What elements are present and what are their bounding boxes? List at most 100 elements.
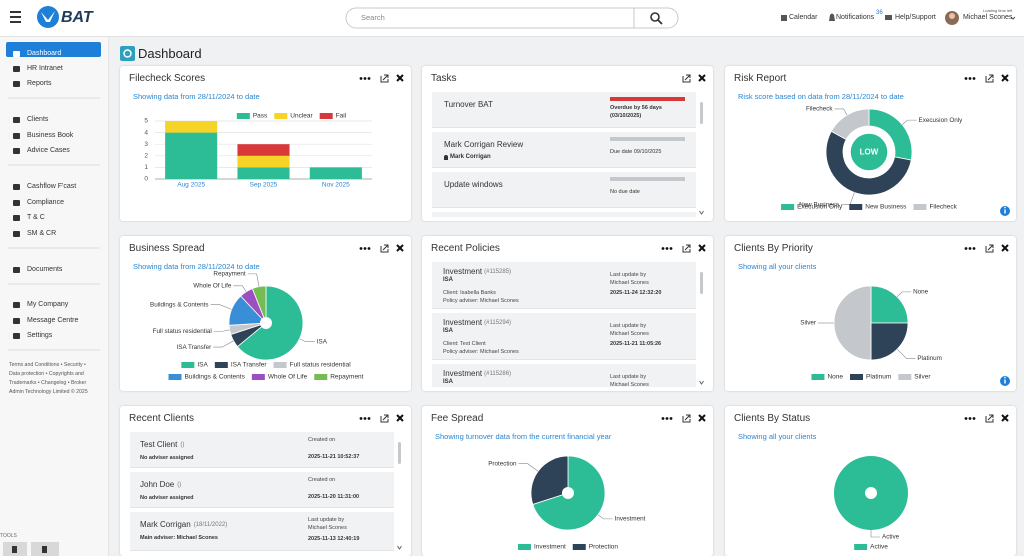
open-icon[interactable] xyxy=(985,74,994,83)
more-icon[interactable] xyxy=(964,417,968,420)
menu-item[interactable]: My Company xyxy=(27,301,69,308)
task-item[interactable]: CLIENT REVIEW xyxy=(432,212,696,217)
close-icon[interactable] xyxy=(396,414,404,422)
pie-slice xyxy=(830,108,870,141)
open-icon[interactable] xyxy=(380,414,389,423)
more-icon[interactable] xyxy=(367,247,371,250)
legend-label: Active xyxy=(870,544,888,551)
close-icon[interactable] xyxy=(1001,414,1009,422)
task-due-date: (03/10/2025) xyxy=(610,113,642,119)
menu-item[interactable]: Advice Cases xyxy=(27,147,70,154)
card-title: Filecheck Scores xyxy=(129,73,206,84)
task-item[interactable]: Mark Corrigan Review Mark Corrigan Due dat… xyxy=(432,132,696,168)
more-icon[interactable] xyxy=(665,247,669,250)
scrollbar[interactable] xyxy=(698,94,706,217)
menu-item[interactable]: Cashflow F'cast xyxy=(27,183,77,190)
footer-text: Data protection • Copyrights and xyxy=(9,371,84,377)
more-icon[interactable] xyxy=(964,77,968,80)
x-tick-label: Sep 2025 xyxy=(250,182,278,189)
menu-item[interactable]: Clients xyxy=(27,116,49,123)
slice-label: Full status residential xyxy=(153,328,212,335)
more-icon[interactable] xyxy=(964,247,968,250)
open-icon[interactable] xyxy=(682,244,691,253)
more-icon[interactable] xyxy=(968,247,972,250)
menu-item[interactable]: Business Book xyxy=(27,132,74,139)
menu-item[interactable]: SM & CR xyxy=(27,230,57,237)
scrollbar[interactable] xyxy=(698,264,706,387)
header-link[interactable]: Help/Support xyxy=(895,14,936,21)
open-icon[interactable] xyxy=(380,74,389,83)
policy-item[interactable]: Investment (#115286) ISA Last update by Mich… xyxy=(432,364,696,387)
info-icon-dot xyxy=(1004,376,1006,379)
task-item[interactable]: Update windows No due date xyxy=(432,172,696,208)
scrollbar[interactable] xyxy=(396,434,404,552)
open-icon[interactable] xyxy=(380,244,389,253)
search-placeholder[interactable]: Search xyxy=(361,13,385,22)
more-icon[interactable] xyxy=(363,77,367,80)
open-icon[interactable] xyxy=(682,414,691,423)
close-icon[interactable] xyxy=(1001,74,1009,82)
updated-by: Michael Scones xyxy=(610,382,649,387)
card-title: Clients By Priority xyxy=(734,243,813,254)
close-icon[interactable] xyxy=(396,74,404,82)
more-icon[interactable] xyxy=(363,417,367,420)
center-disc xyxy=(849,132,889,172)
close-icon[interactable] xyxy=(396,244,404,252)
more-icon[interactable] xyxy=(359,77,363,80)
more-icon[interactable] xyxy=(669,247,673,250)
updated-at: 2025-11-21 11:05:26 xyxy=(610,341,662,347)
close-icon[interactable] xyxy=(698,244,706,252)
menu-item[interactable]: Dashboard xyxy=(27,50,62,57)
client-name: Mark Corrigan xyxy=(140,520,191,529)
policy-item[interactable]: Investment (#115294) ISA Client: Test Clien… xyxy=(432,313,696,360)
menu-item[interactable]: Message Centre xyxy=(27,317,79,324)
more-icon[interactable] xyxy=(665,417,669,420)
legend-label: Fail xyxy=(336,113,347,120)
menu-item[interactable]: Reports xyxy=(27,80,52,87)
menu-item[interactable]: HR Intranet xyxy=(27,65,63,72)
task-item[interactable]: Turnover BAT Overdue by 56 days (03/10/202… xyxy=(432,92,696,128)
client-item[interactable]: John Doe() No adviser assigned Created on 2… xyxy=(130,472,394,508)
more-icon[interactable] xyxy=(367,417,371,420)
slice-label: ISA Transfer xyxy=(177,344,212,351)
menu-icon xyxy=(10,11,21,13)
open-icon[interactable] xyxy=(985,244,994,253)
policy-adviser: Policy adviser: Michael Scones xyxy=(443,298,519,304)
more-icon[interactable] xyxy=(367,77,371,80)
more-icon[interactable] xyxy=(968,417,972,420)
card-canvas xyxy=(359,414,404,423)
more-icon[interactable] xyxy=(669,417,673,420)
open-icon[interactable] xyxy=(682,74,691,83)
menu-icon xyxy=(10,21,21,23)
menu-item[interactable]: Compliance xyxy=(27,199,64,206)
legend-item: Buildings & Contents xyxy=(168,374,246,381)
policy-item[interactable]: Investment (#115285) ISA Client: Isabella B… xyxy=(432,262,696,309)
pie-slice xyxy=(825,130,912,196)
more-icon[interactable] xyxy=(359,247,363,250)
menu-item[interactable]: Settings xyxy=(27,332,53,339)
sidebar-lines xyxy=(3,42,101,556)
header-link[interactable]: Calendar xyxy=(789,14,818,21)
close-icon[interactable] xyxy=(1001,244,1009,252)
header-link[interactable]: Notifications xyxy=(836,14,875,21)
legend-item: Silver xyxy=(898,374,931,381)
more-icon[interactable] xyxy=(968,77,972,80)
menu-item[interactable]: Documents xyxy=(27,266,63,273)
client-item[interactable]: Test Client() No adviser assigned Created … xyxy=(130,432,394,468)
more-icon[interactable] xyxy=(661,417,665,420)
more-icon[interactable] xyxy=(363,247,367,250)
close-icon[interactable] xyxy=(698,414,706,422)
menu-item[interactable]: T & C xyxy=(27,214,45,221)
close-icon[interactable] xyxy=(698,74,706,82)
client-item[interactable]: Mark Corrigan (18/11/2022) Main adviser: M… xyxy=(130,512,394,551)
open-icon[interactable] xyxy=(985,414,994,423)
more-icon[interactable] xyxy=(972,247,976,250)
user-name[interactable]: Michael Scones xyxy=(963,14,1013,21)
search-box[interactable] xyxy=(345,7,679,29)
more-icon[interactable] xyxy=(972,417,976,420)
more-icon[interactable] xyxy=(661,247,665,250)
more-icon[interactable] xyxy=(359,417,363,420)
more-icon[interactable] xyxy=(972,77,976,80)
list: Turnover BAT Overdue by 56 days (03/10/202… xyxy=(432,92,696,217)
